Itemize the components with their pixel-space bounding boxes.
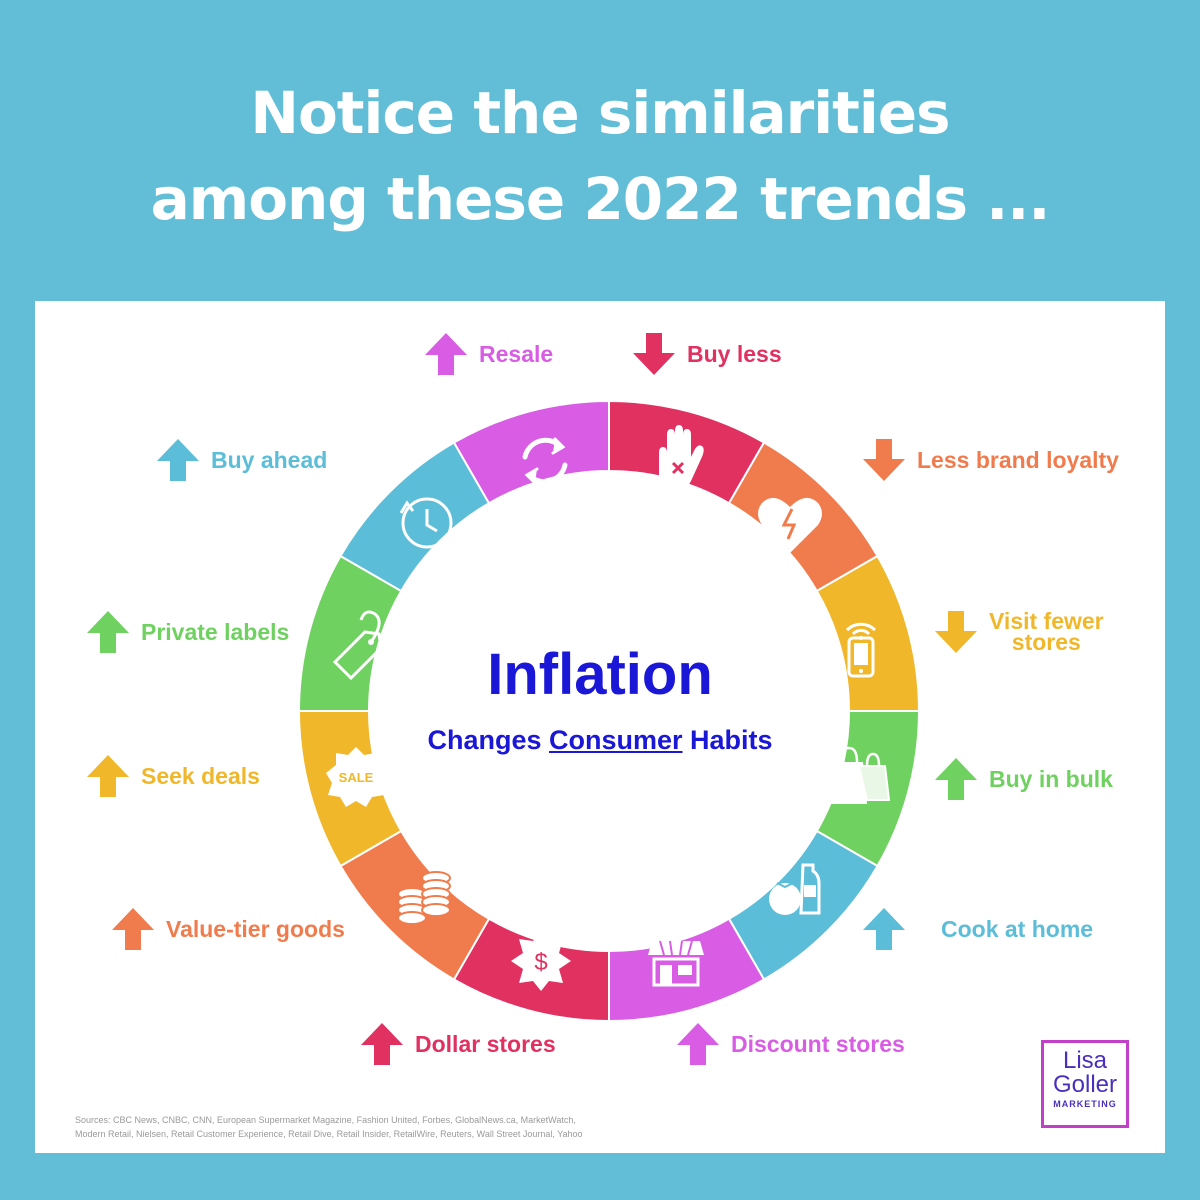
- sources-line-1: Sources: CBC News, CNBC, CNN, European S…: [75, 1115, 576, 1125]
- segment-resale: [452, 399, 610, 505]
- arrow-up-icon: [425, 333, 467, 375]
- label-value-tier-goods: Value-tier goods: [110, 906, 345, 952]
- label-private-labels: Private labels: [85, 609, 289, 655]
- dollar-star-icon: $: [511, 931, 571, 991]
- label-visit-fewer-stores: Visit fewer stores: [933, 609, 1104, 655]
- label-seek-deals-text: Seek deals: [141, 763, 260, 789]
- infographic-card: $ SALE Infl: [35, 301, 1165, 1153]
- dollar-sign: $: [534, 949, 547, 976]
- shopping-bags-icon: [829, 746, 891, 804]
- recycle-icon: [522, 437, 568, 485]
- arrow-up-icon: [157, 439, 199, 481]
- subtitle-part-2: Habits: [682, 725, 773, 755]
- label-discount-stores: Discount stores: [675, 1021, 905, 1067]
- label-resale: Resale: [423, 331, 553, 377]
- label-discount-stores-text: Discount stores: [731, 1031, 905, 1057]
- arrow-up-icon: [87, 755, 129, 797]
- label-visit-fewer-line2: stores: [1011, 629, 1081, 655]
- label-dollar-stores-text: Dollar stores: [415, 1031, 556, 1057]
- label-buy-ahead-text: Buy ahead: [211, 447, 328, 473]
- label-value-tier-goods-text: Value-tier goods: [166, 916, 345, 942]
- subtitle-underlined: Consumer: [548, 725, 683, 755]
- label-less-brand-loyalty: Less brand loyalty: [861, 437, 1119, 483]
- header-line-1: Notice the similarities: [250, 79, 950, 147]
- clock-icon: [399, 497, 453, 549]
- center-subtitle: Changes Consumer Habits: [35, 725, 1165, 756]
- arrow-up-icon: [87, 611, 129, 653]
- sources-note: Sources: CBC News, CNBC, CNN, European S…: [75, 1113, 675, 1141]
- arrow-up-icon: [361, 1023, 403, 1065]
- arrow-up-icon: [935, 758, 977, 800]
- logo-line-2: Goller: [1052, 1071, 1118, 1098]
- label-buy-in-bulk-text: Buy in bulk: [989, 766, 1113, 792]
- logo-line-1: Lisa: [1062, 1047, 1108, 1074]
- smartphone-signal-icon: [845, 622, 877, 678]
- label-seek-deals: Seek deals: [85, 753, 260, 799]
- broken-heart-icon: [758, 497, 822, 553]
- storefront-icon: [648, 929, 704, 987]
- sources-line-2: Modern Retail, Nielsen, Retail Customer …: [75, 1129, 583, 1139]
- brand-logo: Lisa Goller MARKETING: [1041, 1040, 1129, 1128]
- subtitle-part-1: Changes: [427, 725, 549, 755]
- label-visit-fewer-line1: Visit fewer: [989, 608, 1104, 634]
- label-buy-less-text: Buy less: [687, 341, 782, 367]
- label-resale-text: Resale: [479, 341, 554, 367]
- label-cook-at-home: Cook at home: [861, 906, 1093, 952]
- label-dollar-stores: Dollar stores: [359, 1021, 556, 1067]
- coin-stacks-icon: [397, 871, 451, 925]
- label-buy-in-bulk: Buy in bulk: [933, 756, 1113, 802]
- price-tag-icon: [332, 610, 383, 681]
- page-header: Notice the similarities among these 2022…: [0, 70, 1200, 242]
- groceries-icon: [769, 863, 821, 915]
- arrow-down-icon: [633, 333, 675, 375]
- logo-line-3: MARKETING: [1053, 1099, 1117, 1109]
- sale-text: SALE: [339, 770, 374, 785]
- label-buy-less: Buy less: [631, 331, 782, 377]
- arrow-down-icon: [863, 439, 905, 481]
- arrow-up-icon: [112, 908, 154, 950]
- label-private-labels-text: Private labels: [141, 619, 290, 645]
- label-cook-at-home-text: Cook at home: [941, 916, 1094, 942]
- label-visit-fewer-stores-text: Visit fewer stores: [989, 608, 1104, 655]
- label-less-brand-loyalty-text: Less brand loyalty: [917, 447, 1119, 473]
- header-line-2: among these 2022 trends ...: [150, 165, 1051, 233]
- hand-stop-icon: [659, 425, 704, 489]
- sale-badge-icon: SALE: [326, 747, 386, 807]
- arrow-up-icon: [677, 1023, 719, 1065]
- label-buy-ahead: Buy ahead: [155, 437, 327, 483]
- habits-wheel: $ SALE: [297, 399, 921, 1023]
- center-title: Inflation: [487, 642, 713, 707]
- arrow-up-icon: [863, 908, 905, 950]
- arrow-down-icon: [935, 611, 977, 653]
